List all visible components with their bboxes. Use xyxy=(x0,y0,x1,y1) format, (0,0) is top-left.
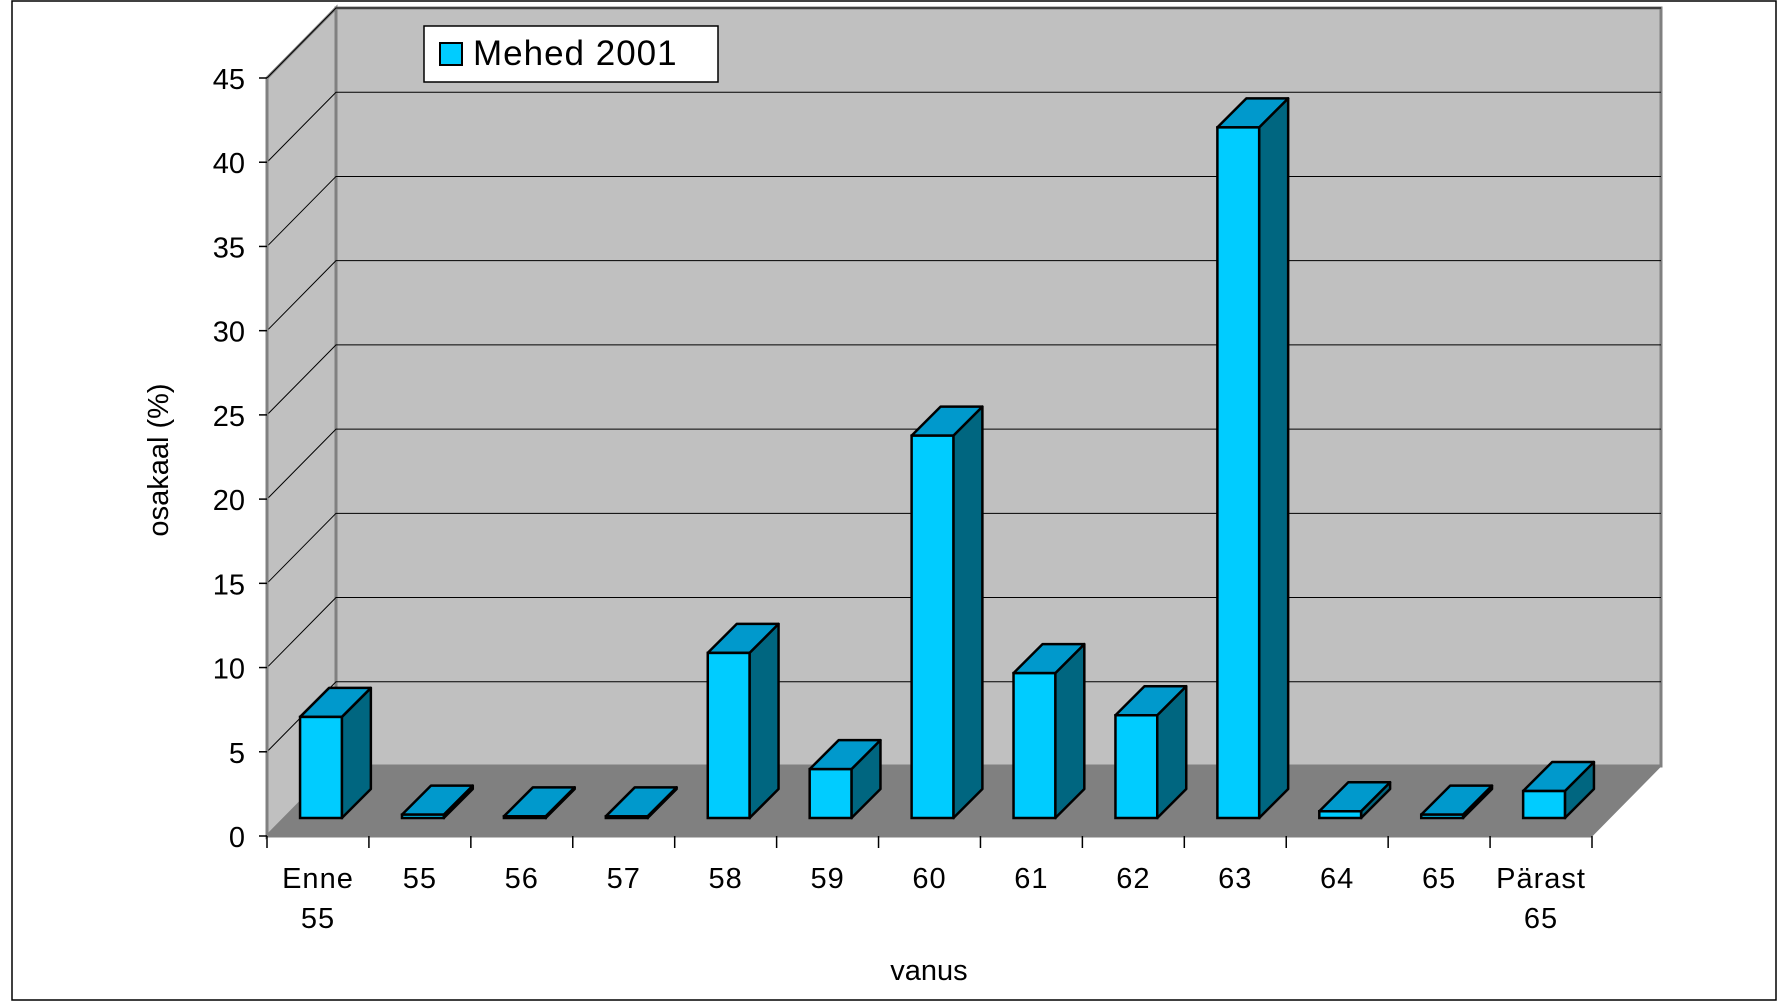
bar-front xyxy=(910,434,955,820)
bar-front xyxy=(808,767,853,820)
x-tick-label: 64 xyxy=(1320,863,1354,895)
y-tick-label: 0 xyxy=(229,822,245,854)
bar-front xyxy=(502,815,547,820)
axes xyxy=(259,77,1593,848)
gridline xyxy=(266,7,1661,79)
x-axis-label: vanus xyxy=(890,955,967,987)
x-tick-label: Pärast 65 xyxy=(1496,863,1586,935)
bars xyxy=(298,97,1596,820)
x-tick-label: 56 xyxy=(505,863,539,895)
bar-front xyxy=(298,715,344,820)
bar xyxy=(1114,684,1188,820)
y-tick-label: 20 xyxy=(213,485,245,517)
bar xyxy=(1318,781,1392,820)
legend-swatch xyxy=(439,42,463,66)
x-tick-label: 65 xyxy=(1422,863,1456,895)
bar xyxy=(1012,642,1086,820)
bar xyxy=(604,786,678,820)
legend-label: Mehed 2001 xyxy=(473,34,678,73)
back-wall xyxy=(334,6,1663,768)
y-tick-label: 25 xyxy=(213,401,245,433)
y-tick-label: 15 xyxy=(213,569,245,601)
x-tick-label: 55 xyxy=(403,863,437,895)
bar xyxy=(910,405,984,820)
bar xyxy=(400,784,475,820)
x-tick-label: Enne 55 xyxy=(282,863,354,935)
bar-front xyxy=(1114,713,1159,820)
y-tick-label: 45 xyxy=(213,64,245,96)
y-axis-label: osakaal (%) xyxy=(143,383,175,536)
bar-front xyxy=(1521,789,1567,820)
y-tick-label: 5 xyxy=(229,738,245,770)
y-tick-label: 35 xyxy=(213,232,245,264)
bar xyxy=(1216,97,1290,820)
x-tick-label: 59 xyxy=(810,863,844,895)
legend-box xyxy=(423,25,719,83)
x-tick-label: 62 xyxy=(1116,863,1150,895)
bar-side xyxy=(952,405,984,820)
bar xyxy=(502,786,576,820)
y-tick-label: 30 xyxy=(213,317,245,349)
bar-front xyxy=(706,651,751,820)
bar xyxy=(1521,760,1596,820)
x-tick-label: 60 xyxy=(912,863,946,895)
legend: Mehed 2001 xyxy=(423,25,719,83)
bar-side xyxy=(1257,97,1290,820)
bar xyxy=(1419,784,1494,820)
y-tick-label: 10 xyxy=(213,654,245,686)
bar-front xyxy=(1419,813,1465,820)
x-tick-label: 61 xyxy=(1014,863,1048,895)
bar-front xyxy=(1318,810,1363,820)
x-tick-label: 58 xyxy=(709,863,743,895)
y-tick-label: 40 xyxy=(213,148,245,180)
bar-front xyxy=(604,815,649,820)
bar xyxy=(808,738,882,820)
bar-side xyxy=(748,622,780,820)
x-tick-label: 63 xyxy=(1218,863,1252,895)
bar-front xyxy=(1012,671,1057,820)
bar-front xyxy=(400,813,446,820)
bar-front xyxy=(1216,126,1261,820)
x-tick-label: 57 xyxy=(607,863,641,895)
bar xyxy=(298,686,373,820)
tick-labels: 0 5 10 15 20 25 30 35 40 45 Enne 55 55 56 57 58 59 60 61 62… xyxy=(213,64,1586,935)
bar xyxy=(706,622,780,820)
gridline xyxy=(266,91,1661,163)
